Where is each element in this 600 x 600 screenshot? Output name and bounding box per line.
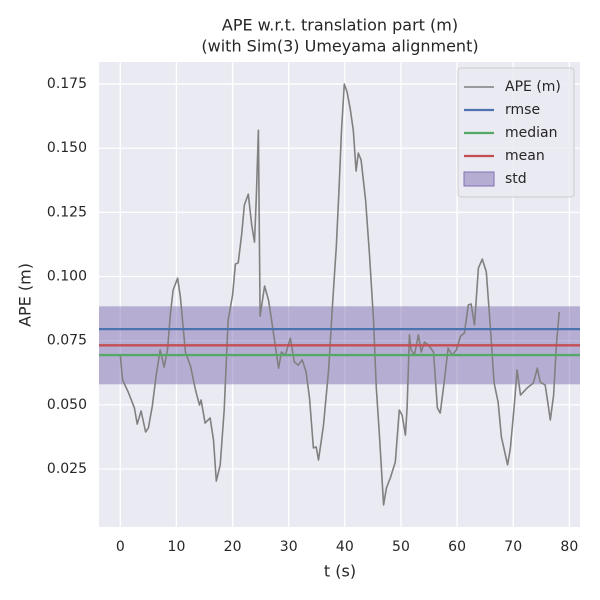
x-tick-label: 60 — [448, 539, 466, 555]
x-tick-label: 30 — [280, 539, 298, 555]
x-tick-label: 10 — [168, 539, 186, 555]
x-axis-label: t (s) — [324, 562, 356, 581]
y-tick-label: 0.125 — [47, 204, 87, 220]
legend-label: rmse — [505, 102, 540, 118]
y-tick-label: 0.050 — [47, 397, 87, 413]
legend-label: mean — [505, 148, 545, 164]
chart-subtitle: (with Sim(3) Umeyama alignment) — [201, 37, 478, 56]
y-tick-label: 0.075 — [47, 333, 87, 349]
y-axis-label: APE (m) — [16, 263, 35, 327]
x-tick-label: 40 — [336, 539, 354, 555]
y-tick-label: 0.025 — [47, 461, 87, 477]
x-tick-label: 50 — [392, 539, 410, 555]
legend-box — [457, 67, 575, 198]
x-tick-label: 80 — [560, 539, 578, 555]
legend-label: std — [505, 171, 527, 187]
legend-label: APE (m) — [505, 79, 561, 95]
x-tick-label: 20 — [224, 539, 242, 555]
legend-label: median — [505, 125, 557, 141]
y-tick-label: 0.100 — [47, 269, 87, 285]
chart-title: APE w.r.t. translation part (m) — [222, 16, 458, 35]
x-tick-label: 70 — [504, 539, 522, 555]
data-line — [119, 83, 560, 506]
legend-swatch — [463, 171, 495, 187]
y-tick-label: 0.175 — [47, 76, 87, 92]
x-tick-label: 0 — [116, 539, 125, 555]
y-tick-label: 0.150 — [47, 140, 87, 156]
